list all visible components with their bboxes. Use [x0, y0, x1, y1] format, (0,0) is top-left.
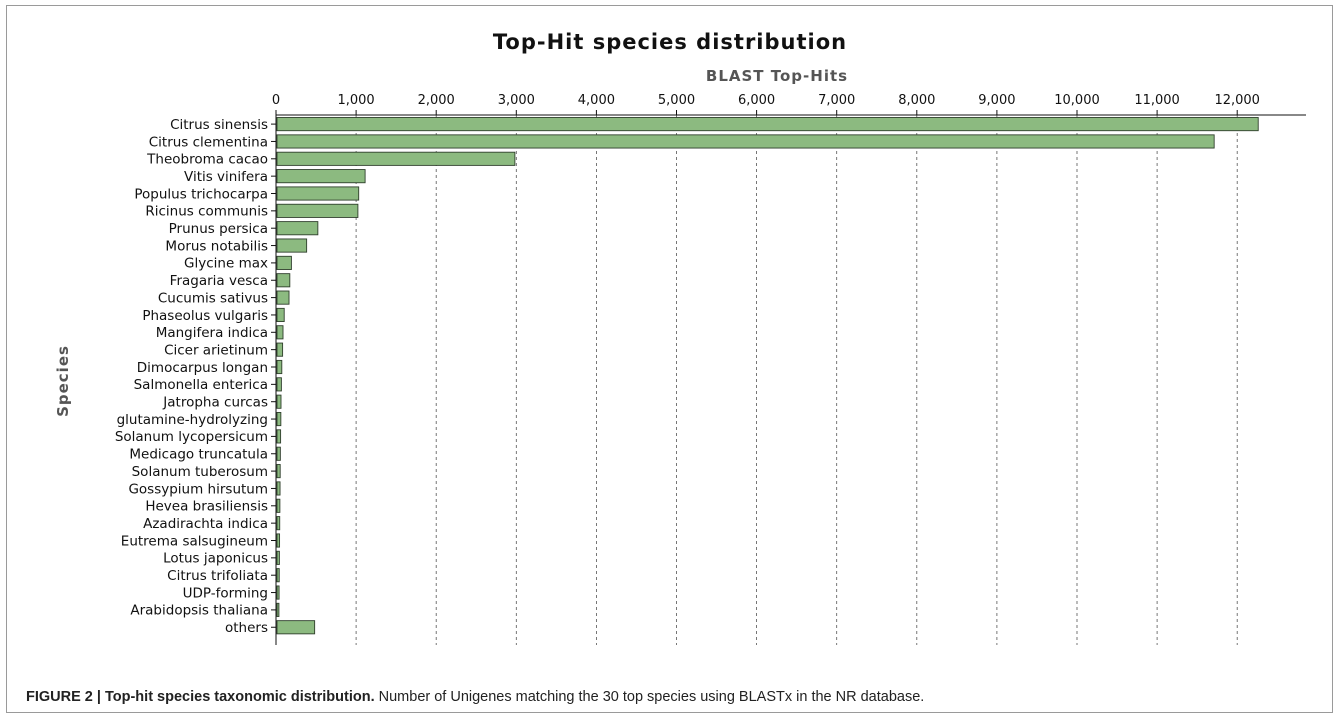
category-label: glutamine-hydrolyzing — [117, 412, 268, 428]
bar — [276, 481, 281, 496]
bar — [276, 342, 284, 357]
bar — [276, 464, 281, 479]
x-tick-label: 10,000 — [1054, 93, 1100, 108]
x-tick-label: 11,000 — [1134, 93, 1180, 108]
caption-text: Number of Unigenes matching the 30 top s… — [374, 689, 925, 705]
x-tick-label: 1,000 — [337, 93, 374, 108]
x-tick-labels: 0 1,000 2,000 3,000 4,000 5,000 6,000 7,000 8,00… — [272, 93, 1260, 108]
x-tick-label: 3,000 — [498, 93, 535, 108]
category-label: Phaseolus vulgaris — [142, 308, 268, 324]
category-label: Populus trichocarpa — [134, 186, 268, 202]
x-tick-label: 6,000 — [738, 93, 775, 108]
bar — [276, 221, 319, 236]
category-label: Mangifera indica — [156, 325, 268, 341]
category-label: Glycine max — [184, 256, 268, 272]
category-label: UDP-forming — [183, 585, 268, 601]
category-label: Salmonella enterica — [134, 377, 268, 393]
bar — [276, 516, 281, 531]
bar — [276, 394, 282, 409]
axes — [271, 110, 1306, 645]
bar — [276, 359, 283, 375]
bar — [276, 117, 1259, 132]
category-label: Dimocarpus longan — [137, 360, 268, 376]
x-tick-label: 8,000 — [898, 93, 935, 108]
bar-chart: Top-Hit species distribution BLAST Top-H… — [54, 30, 1306, 645]
category-label: others — [225, 620, 268, 636]
bars — [276, 117, 1259, 635]
x-tick-label: 2,000 — [418, 93, 455, 108]
category-label: Lotus japonicus — [163, 551, 268, 567]
bar — [276, 307, 285, 323]
bar — [276, 134, 1215, 149]
category-label: Gossypium hirsutum — [128, 481, 268, 497]
category-label: Medicago truncatula — [129, 447, 268, 463]
bar — [276, 377, 282, 392]
category-label: Citrus trifoliata — [167, 568, 268, 584]
bar — [276, 186, 360, 201]
category-label: Prunus persica — [169, 221, 268, 237]
x-tick-label: 12,000 — [1214, 93, 1260, 108]
bar — [276, 429, 282, 444]
bar — [276, 602, 280, 617]
x-tick-label: 7,000 — [818, 93, 855, 108]
figure-caption: FIGURE 2 | Top-hit species taxonomic dis… — [26, 689, 1316, 705]
bar — [276, 203, 359, 218]
bar — [276, 550, 280, 565]
x-tick-label: 5,000 — [658, 93, 695, 108]
category-label: Theobroma cacao — [146, 152, 268, 168]
category-label: Jatropha curcas — [162, 395, 268, 411]
bar — [276, 238, 308, 253]
category-label: Arabidopsis thaliana — [130, 603, 268, 619]
gridlines — [355, 115, 1238, 645]
x-axis-title: BLAST Top-Hits — [706, 67, 848, 85]
category-label: Eutrema salsugineum — [121, 533, 268, 549]
bar — [276, 169, 366, 184]
bar — [276, 568, 280, 583]
y-axis-title: Species — [54, 345, 72, 417]
bar — [276, 325, 284, 340]
bar — [276, 533, 281, 548]
x-tick-label: 0 — [272, 93, 280, 108]
chart-title: Top-Hit species distribution — [493, 30, 847, 54]
bar — [276, 620, 316, 635]
bar — [276, 290, 290, 305]
category-label: Hevea brasiliensis — [145, 499, 268, 515]
category-label: Fragaria vesca — [170, 273, 268, 289]
category-label: Cicer arietinum — [164, 342, 268, 358]
bar — [276, 255, 292, 270]
category-label: Azadirachta indica — [143, 516, 268, 532]
category-label: Citrus clementina — [149, 134, 268, 150]
bar — [276, 585, 280, 600]
figure-frame — [6, 5, 1333, 713]
caption-bold: FIGURE 2 | Top-hit species taxonomic dis… — [26, 689, 375, 705]
bar — [276, 446, 281, 461]
category-label: Morus notabilis — [165, 238, 268, 254]
category-label: Solanum lycopersicum — [115, 429, 268, 445]
x-tick-label: 9,000 — [978, 93, 1015, 108]
category-label: Ricinus communis — [145, 204, 268, 220]
x-tick-label: 4,000 — [578, 93, 615, 108]
category-label: Cucumis sativus — [158, 290, 268, 306]
bar — [276, 412, 282, 427]
category-label: Solanum tuberosum — [132, 464, 268, 480]
bar — [276, 151, 516, 166]
category-label: Vitis vinifera — [184, 169, 268, 185]
bar — [276, 273, 291, 288]
category-label: Citrus sinensis — [170, 117, 268, 133]
bar — [276, 498, 281, 513]
